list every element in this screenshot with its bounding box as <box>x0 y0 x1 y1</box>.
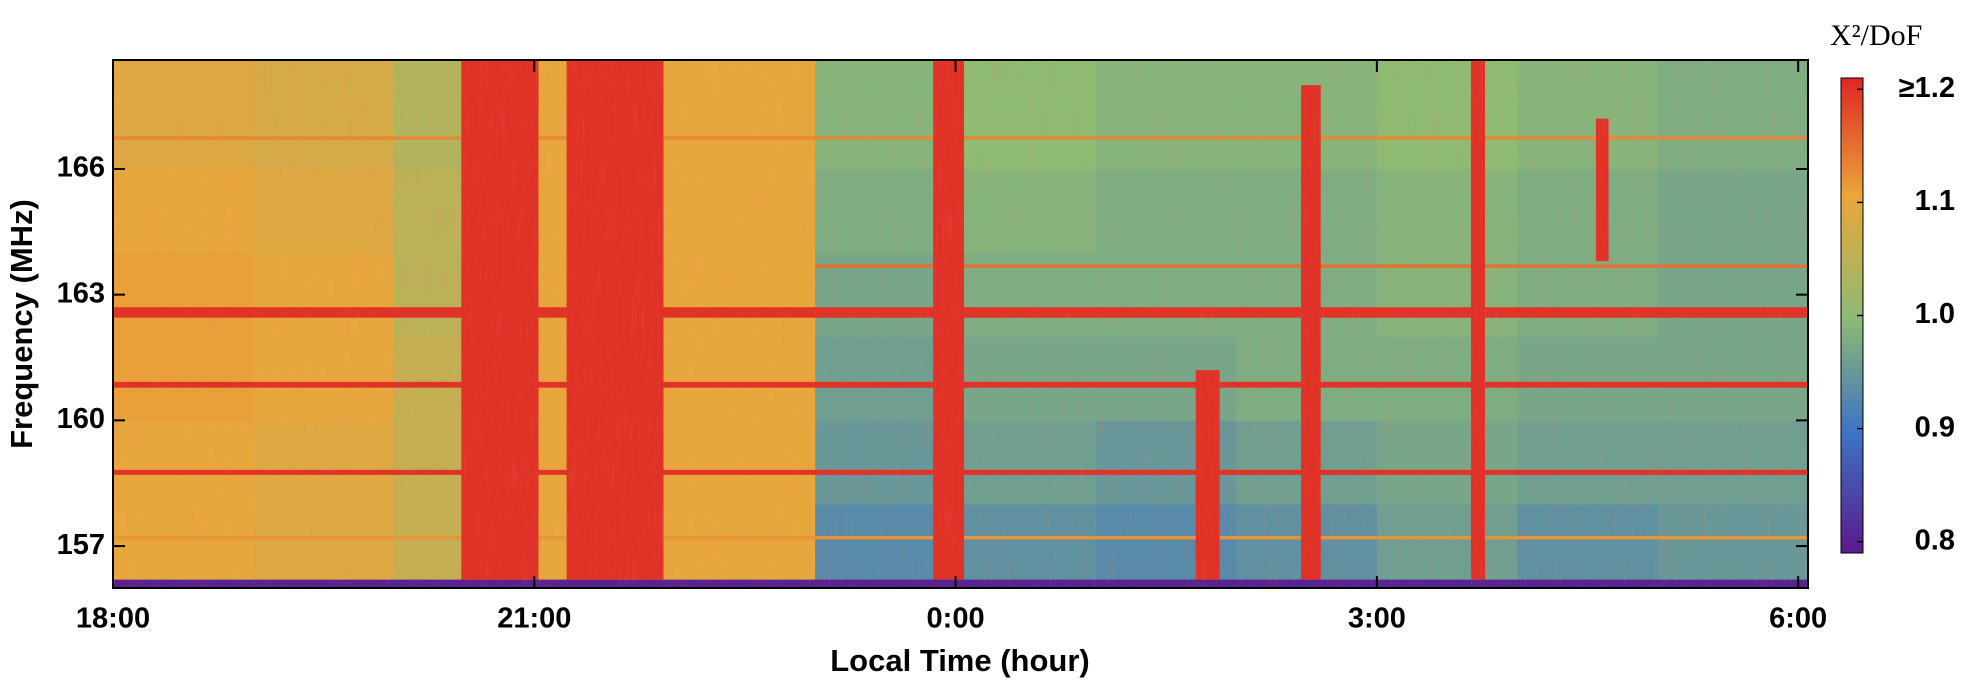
heat-cell <box>1096 60 1237 170</box>
axes: 18:00 21:00 0:00 3:00 6:00 157 160 163 166 <box>57 60 1827 635</box>
colorbar-tick-label: ≥1.2 <box>1899 72 1955 104</box>
x-tick-label: 6:00 <box>1769 603 1827 635</box>
colorbar-tick-label: 0.9 <box>1915 411 1955 443</box>
heat-cell <box>1798 168 1808 254</box>
heat-cell <box>815 504 957 588</box>
heat-cell <box>815 420 957 505</box>
x-axis-label: Local Time (hour) <box>830 643 1090 678</box>
heat-cell <box>1657 168 1799 254</box>
heat-cell <box>1096 168 1237 254</box>
y-tick-label: 163 <box>57 277 105 309</box>
heat-cell <box>674 504 816 588</box>
heat-cell <box>253 420 395 505</box>
horizontal-line <box>113 579 1808 588</box>
heat-cell <box>1657 504 1799 588</box>
vertical-band <box>461 60 539 580</box>
heat-cell <box>1657 420 1799 505</box>
y-tick-label: 160 <box>57 403 105 435</box>
heat-cell <box>1798 60 1808 170</box>
vertical-band <box>1301 85 1321 580</box>
y-tick-label: 157 <box>57 529 105 561</box>
heat-cell <box>1376 60 1518 170</box>
colorbar-title: X²/DoF <box>1830 19 1922 52</box>
heat-cell <box>674 420 816 505</box>
x-tick-label: 3:00 <box>1348 603 1406 635</box>
plot-frame <box>112 59 1809 589</box>
heat-cell <box>1376 168 1518 254</box>
heat-cell <box>1376 336 1518 421</box>
x-tick-label: 21:00 <box>497 603 571 635</box>
heat-cell <box>815 60 957 170</box>
colorbar-tick-label: 1.0 <box>1915 298 1955 330</box>
heat-cell <box>1517 420 1659 505</box>
vertical-band <box>1595 118 1609 262</box>
heat-cell <box>113 252 254 338</box>
heat-cell <box>113 60 254 170</box>
x-tick-label: 0:00 <box>927 603 985 635</box>
y-tick-label: 166 <box>57 152 105 184</box>
heat-cell <box>1657 336 1799 421</box>
heat-cell <box>253 252 395 338</box>
heat-cell <box>674 336 816 421</box>
heat-cell <box>955 60 1097 170</box>
heat-cell <box>674 252 816 338</box>
colorbar-tick-label: 0.8 <box>1915 524 1955 556</box>
heat-cell <box>955 168 1097 254</box>
heat-cell <box>1517 504 1659 588</box>
heat-cell <box>113 168 254 254</box>
vertical-band <box>1195 370 1220 580</box>
heat-cell <box>1798 420 1808 505</box>
heat-cell <box>1376 504 1518 588</box>
heat-cell <box>1517 60 1659 170</box>
heat-cell <box>1517 336 1659 421</box>
y-axis-label: Frequency (MHz) <box>4 199 39 449</box>
x-tick-label: 18:00 <box>76 603 150 635</box>
plot-area <box>113 60 1808 588</box>
heat-cell <box>113 420 254 505</box>
heat-cell <box>955 420 1097 505</box>
heat-cell <box>815 168 957 254</box>
heat-cell <box>955 504 1097 588</box>
heat-cell <box>253 168 395 254</box>
heat-cell <box>253 504 395 588</box>
heat-cell <box>113 336 254 421</box>
colorbar-tick-label: 1.1 <box>1915 185 1955 217</box>
vertical-band <box>933 60 965 580</box>
heat-cell <box>1657 60 1799 170</box>
heat-cell <box>1517 168 1659 254</box>
heat-cell <box>1376 420 1518 505</box>
heat-cell <box>955 336 1097 421</box>
heat-cell <box>113 504 254 588</box>
heat-cell <box>815 336 957 421</box>
vertical-band <box>1470 60 1486 580</box>
heat-cell <box>674 168 816 254</box>
heat-cell <box>1798 336 1808 421</box>
heat-cell <box>253 60 395 170</box>
heat-cell <box>674 60 816 170</box>
heat-cell <box>253 336 395 421</box>
vertical-band <box>566 60 664 580</box>
